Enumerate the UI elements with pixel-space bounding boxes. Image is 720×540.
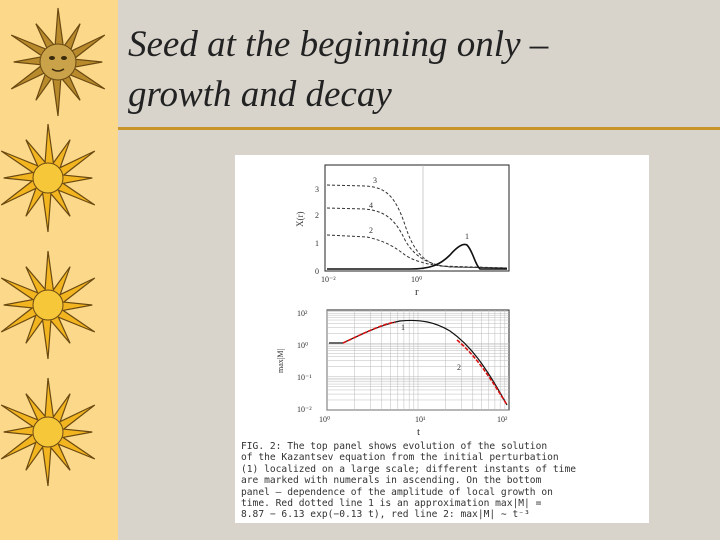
sun-icons (0, 7, 106, 487)
bottom-ytick: 10² (297, 309, 308, 318)
figure-plots: 3 2 1 0 X(r) 10⁻² 10⁰ r 3 4 2 1 10² 10⁰ … (276, 164, 510, 438)
sun-decoration-strip (0, 0, 118, 540)
top-xtick: 10⁻² (321, 275, 336, 284)
caption-line: panel – dependence of the amplitude of l… (241, 486, 553, 498)
top-ytick: 3 (315, 185, 319, 194)
top-curve-label: 4 (369, 201, 373, 210)
top-curve-label: 3 (373, 176, 377, 185)
top-xtick: 10⁰ (411, 275, 422, 284)
slide-title-line-2: growth and decay (128, 74, 392, 115)
caption-line: time. Red dotted line 1 is an approximat… (241, 498, 542, 510)
bottom-curve-label: 2 (457, 363, 461, 372)
bottom-curve-black (329, 319, 508, 406)
caption-line: (1) localized on a large scale; differen… (241, 463, 577, 475)
top-curve-2 (326, 234, 508, 269)
caption-line: of the Kazantsev equation from the initi… (241, 452, 559, 464)
top-xlabel: r (415, 286, 419, 298)
top-panel: 3 2 1 0 X(r) 10⁻² 10⁰ r 3 4 2 1 (295, 164, 510, 298)
top-ytick: 2 (315, 211, 319, 220)
bottom-ytick: 10⁻¹ (297, 373, 312, 382)
figure-image: 3 2 1 0 X(r) 10⁻² 10⁰ r 3 4 2 1 10² 10⁰ … (235, 155, 649, 523)
bottom-curve-red-2 (456, 339, 508, 406)
top-curve-3 (326, 184, 508, 269)
sun-icon (0, 377, 96, 487)
slide-title-line-1: Seed at the beginning only – (128, 24, 549, 65)
bottom-ylabel: max|M| (276, 349, 285, 373)
sun-icon (10, 7, 106, 117)
bottom-xtick: 10¹ (415, 415, 426, 424)
bottom-panel: 10² 10⁰ 10⁻¹ 10⁻² max|M| 10⁰ 10¹ 10² t 1… (276, 309, 510, 438)
bottom-xtick: 10² (497, 415, 508, 424)
top-ytick: 1 (315, 239, 319, 248)
bottom-ytick: 10⁻² (297, 405, 312, 414)
bottom-curve-red-1 (342, 321, 396, 344)
sun-icon (0, 123, 96, 233)
sun-icon (0, 250, 96, 360)
bottom-ytick: 10⁰ (297, 341, 308, 350)
top-curve-label: 1 (465, 232, 469, 241)
top-ylabel: X(r) (295, 212, 305, 228)
top-curve-1 (327, 243, 507, 270)
bottom-xtick: 10⁰ (319, 415, 330, 424)
caption-line: 8.87 − 6.13 exp(−0.13 t), red line 2: ma… (241, 509, 530, 521)
caption-line: FIG. 2: The top panel shows evolution of… (241, 441, 548, 452)
caption-line: are marked with numerals in ascending. O… (241, 475, 542, 487)
bottom-curve-label: 1 (401, 323, 405, 332)
slide-title: Seed at the beginning only – growth and … (128, 20, 708, 120)
top-ytick: 0 (315, 267, 319, 276)
title-divider (118, 127, 720, 130)
bottom-xlabel: t (417, 426, 420, 438)
top-curve-label: 2 (369, 226, 373, 235)
top-curve-4 (326, 207, 508, 269)
figure-caption: FIG. 2: The top panel shows evolution of… (241, 441, 643, 521)
